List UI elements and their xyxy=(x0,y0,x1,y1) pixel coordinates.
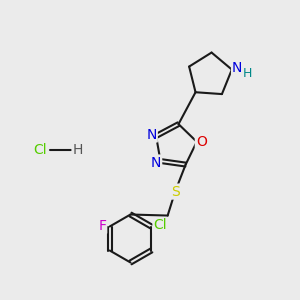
Text: H: H xyxy=(72,143,82,157)
Text: N: N xyxy=(232,61,242,75)
Text: N: N xyxy=(146,128,157,142)
Text: S: S xyxy=(171,184,179,199)
Text: N: N xyxy=(151,155,161,170)
Text: Cl: Cl xyxy=(154,218,167,232)
Text: O: O xyxy=(196,135,207,149)
Text: H: H xyxy=(243,67,252,80)
Text: F: F xyxy=(98,219,106,233)
Text: Cl: Cl xyxy=(34,143,47,157)
